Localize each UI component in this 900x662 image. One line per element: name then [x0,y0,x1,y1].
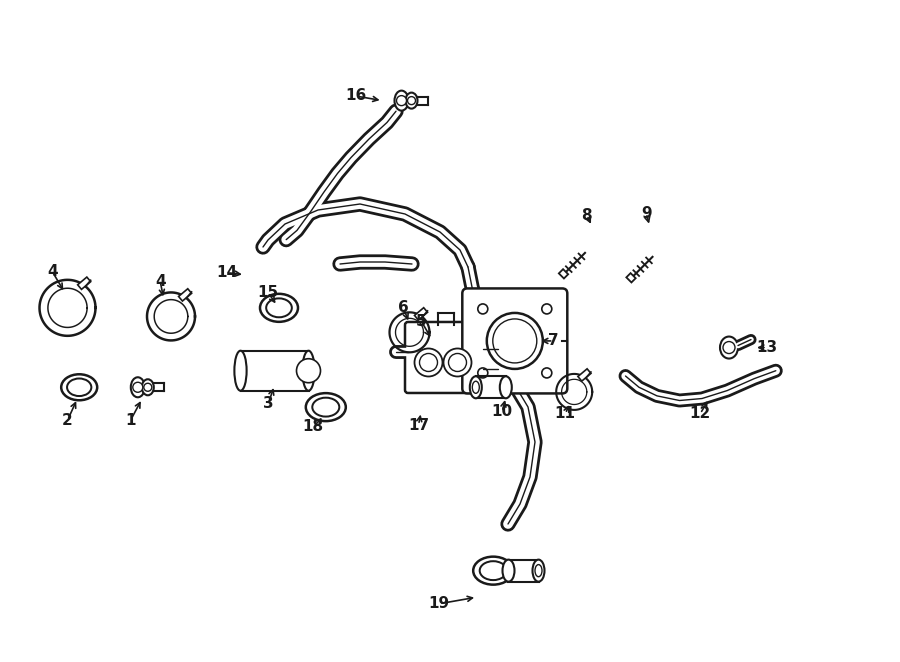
Ellipse shape [302,351,315,391]
Bar [178,289,192,301]
Text: 5: 5 [416,314,427,328]
Text: 16: 16 [345,89,366,103]
Text: 13: 13 [756,340,778,355]
Text: 4: 4 [155,274,166,289]
Text: 7: 7 [548,334,559,348]
Circle shape [397,95,407,106]
Ellipse shape [720,336,738,359]
Text: 11: 11 [554,406,576,421]
Circle shape [444,348,472,377]
Bar [476,376,506,399]
Text: 4: 4 [47,264,58,279]
Ellipse shape [142,379,154,395]
Text: 8: 8 [581,208,592,222]
Ellipse shape [130,377,145,397]
Text: 10: 10 [491,404,513,419]
Text: 6: 6 [398,301,409,315]
Bar [626,273,635,283]
Bar [77,277,91,289]
Ellipse shape [470,376,482,399]
Ellipse shape [500,376,512,399]
Bar [578,369,591,381]
Text: 3: 3 [263,397,274,411]
Text: 14: 14 [216,265,238,280]
Ellipse shape [502,559,515,582]
Ellipse shape [406,93,418,109]
Bar [508,559,538,582]
Text: 15: 15 [257,285,279,300]
Ellipse shape [394,91,409,111]
FancyBboxPatch shape [463,289,567,393]
Circle shape [296,359,320,383]
Bar [415,308,428,320]
Ellipse shape [533,559,544,582]
Circle shape [408,97,416,105]
Text: 19: 19 [428,596,450,611]
Circle shape [415,348,443,377]
Bar [240,351,309,391]
Text: 2: 2 [62,413,73,428]
Text: 1: 1 [125,413,136,428]
Circle shape [144,383,152,391]
Ellipse shape [234,351,247,391]
Text: 12: 12 [689,406,711,421]
Text: 17: 17 [408,418,429,432]
Text: 9: 9 [641,206,652,220]
FancyBboxPatch shape [405,322,486,393]
Circle shape [133,382,143,393]
Text: 18: 18 [302,420,324,434]
Bar [559,269,568,279]
